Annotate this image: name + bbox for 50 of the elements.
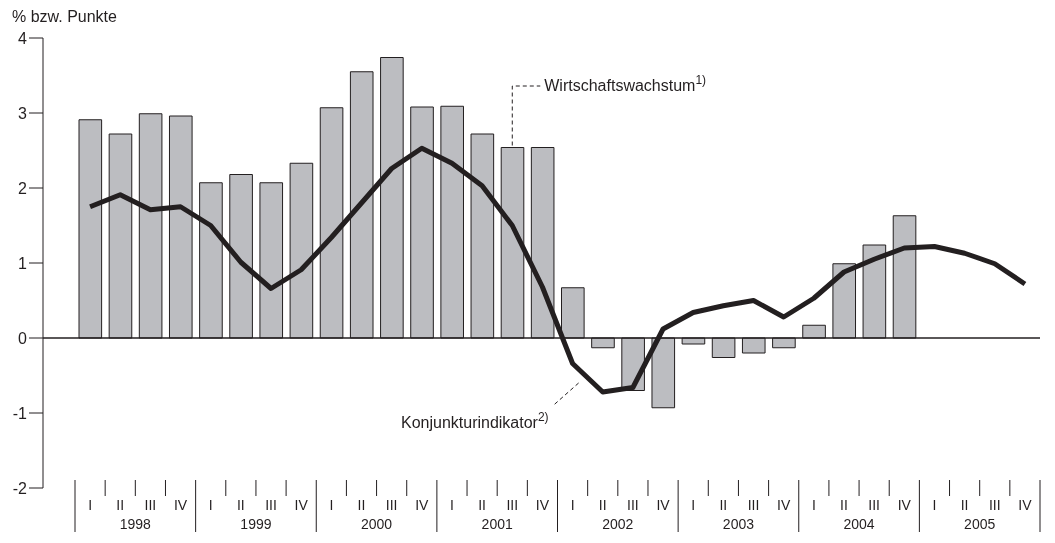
x-tick-label: I <box>208 497 213 513</box>
x-tick-label: II <box>478 497 486 513</box>
x-tick-label: III <box>988 497 1001 513</box>
text: 2001 <box>481 516 513 532</box>
text: 2005 <box>964 516 996 532</box>
x-tick-label: I <box>450 497 454 513</box>
text: 1999 <box>240 516 272 532</box>
text: 1998 <box>119 516 152 532</box>
x-tick-label: IV <box>656 497 671 513</box>
x-tick-label: IV <box>897 497 912 513</box>
x-tick-label: II <box>357 497 366 513</box>
y-tick-label: 0 <box>18 329 28 347</box>
y-tick-label: 3 <box>18 104 28 122</box>
text: Konjunkturindikator$^{2)}$ <box>400 410 549 431</box>
y-tick-label: 4 <box>18 29 28 47</box>
x-tick-label: IV <box>294 497 309 513</box>
y-tick-label: -2 <box>12 479 28 497</box>
x-tick-label: II <box>116 497 125 513</box>
text: 2000 <box>360 516 393 532</box>
y-tick-label: 2 <box>18 179 28 197</box>
x-tick-label: I <box>570 497 575 513</box>
x-tick-label: II <box>719 497 728 513</box>
x-tick-label: III <box>385 497 398 513</box>
x-tick-label: IV <box>777 497 791 513</box>
x-tick-label: II <box>840 497 848 513</box>
x-tick-label: I <box>329 497 334 513</box>
x-tick-label: II <box>960 497 969 513</box>
x-tick-label: III <box>265 497 277 513</box>
x-tick-label: III <box>144 497 157 513</box>
x-tick-label: IV <box>415 497 430 513</box>
x-tick-label: IV <box>173 497 188 513</box>
y-tick-label: -1 <box>12 404 28 422</box>
y-tick-label: 1 <box>18 254 28 272</box>
x-tick-label: II <box>598 497 607 513</box>
x-tick-label: III <box>627 497 639 513</box>
x-tick-label: III <box>747 497 760 513</box>
x-tick-label: III <box>506 497 519 513</box>
x-tick-label: I <box>88 497 93 513</box>
x-tick-label: IV <box>1018 497 1033 513</box>
text: 2002 <box>602 516 634 532</box>
text: Wirtschaftswachstum$^{1)}$ <box>544 73 707 94</box>
x-tick-label: IV <box>535 497 550 513</box>
x-tick-label: I <box>932 497 937 513</box>
x-tick-label: I <box>811 497 816 513</box>
x-tick-label: III <box>868 497 880 513</box>
x-tick-label: II <box>236 497 245 513</box>
y-axis-title: % bzw. Punkte <box>12 8 118 25</box>
x-tick-label: I <box>691 497 696 513</box>
text: 2004 <box>843 516 875 532</box>
text: 2003 <box>722 516 755 532</box>
